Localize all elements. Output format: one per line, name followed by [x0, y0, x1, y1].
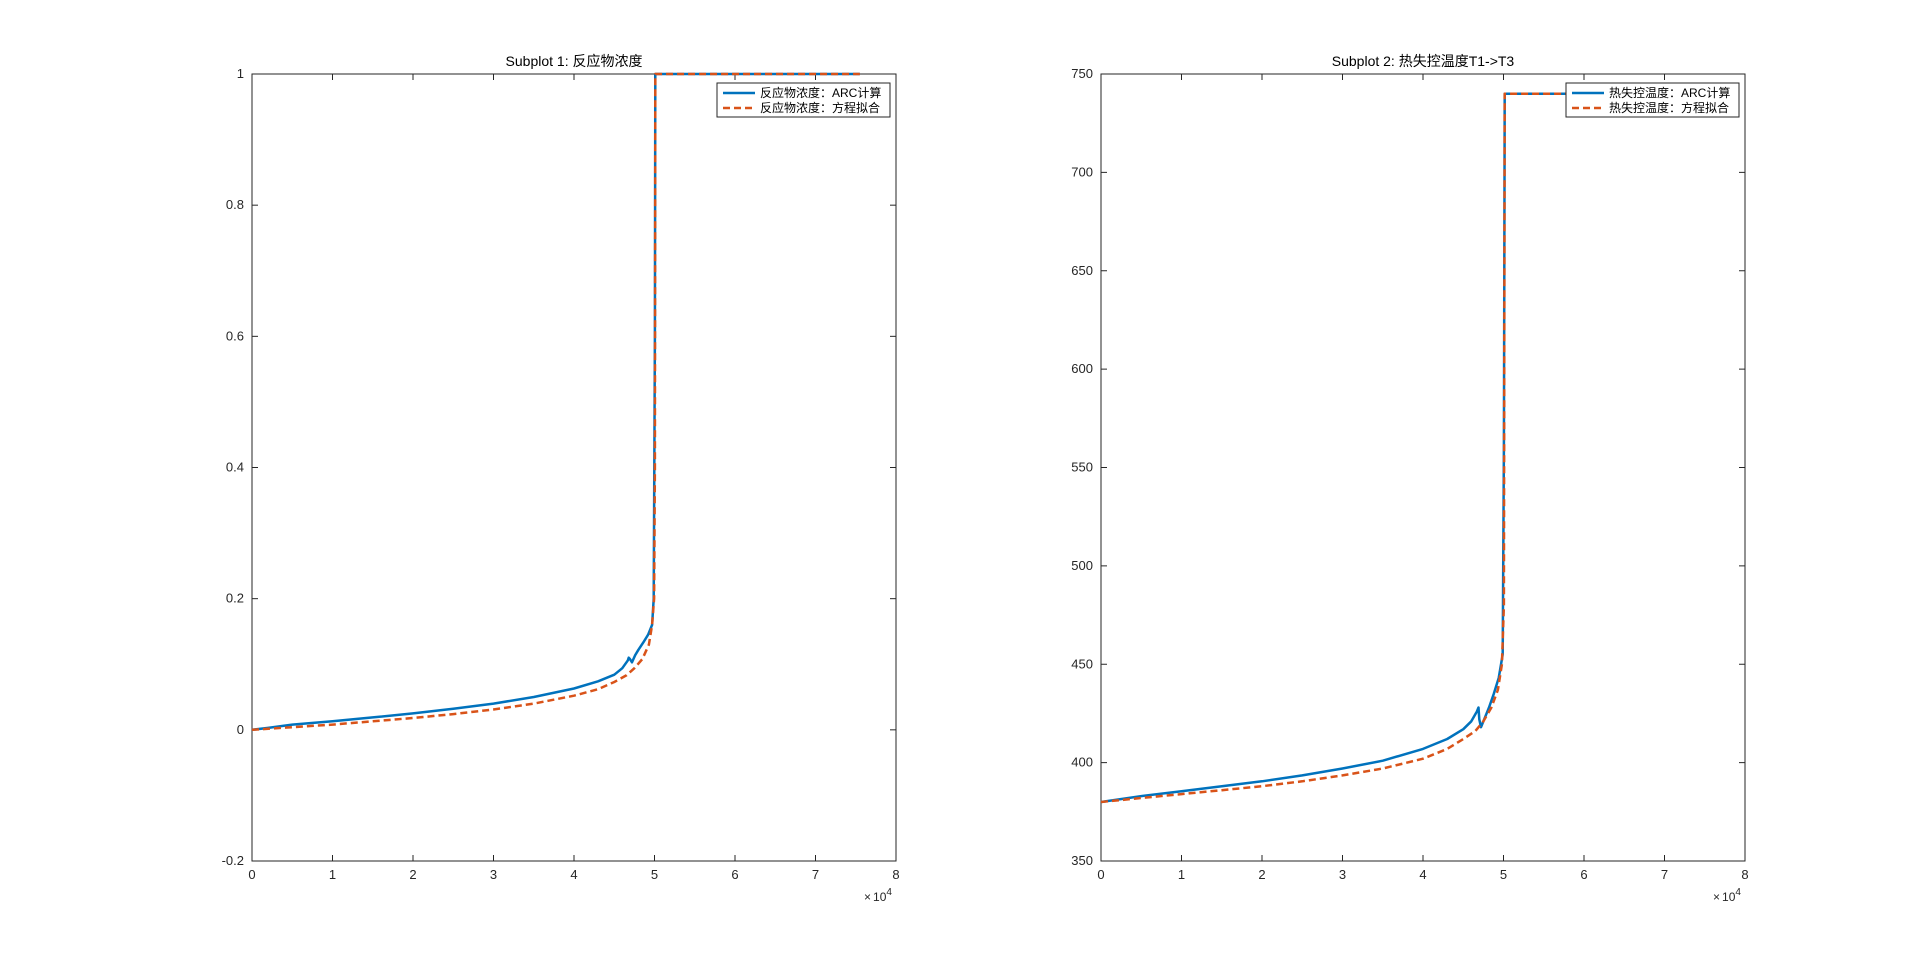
x-exponent-power: 4	[1735, 887, 1741, 898]
x-exponent-base: 10	[873, 890, 887, 904]
y-tick-label: 0.2	[226, 591, 244, 606]
y-tick-label: 350	[1071, 853, 1093, 868]
series-line-1	[1100, 92, 1709, 804]
legend-entry-2: 反应物浓度：方程拟合	[760, 100, 880, 115]
x-tick-label: 6	[731, 867, 738, 882]
y-tick-label: 400	[1071, 755, 1093, 770]
y-tick-label: 750	[1071, 66, 1093, 81]
x-exponent-label: × 104	[864, 887, 892, 904]
axes-box	[251, 73, 897, 862]
y-tick-label: 550	[1071, 460, 1093, 475]
chart-title: Subplot 1: 反应物浓度	[506, 53, 643, 69]
legend-entry-2: 热失控温度：方程拟合	[1609, 100, 1729, 115]
chart-title: Subplot 2: 热失控温度T1->T3	[1332, 53, 1515, 69]
series-line-2	[1100, 92, 1709, 804]
x-exponent-times: ×	[864, 890, 871, 904]
x-tick-label: 3	[1339, 867, 1346, 882]
y-tick-label: 0.4	[226, 460, 244, 475]
x-tick-label: 1	[329, 867, 336, 882]
subplot-2: Subplot 2: 热失控温度T1->T30 1 2 3 4 5 6 7 8350400450…	[1071, 53, 1748, 904]
y-tick-label: 1	[237, 66, 244, 81]
x-tick-label: 8	[892, 867, 899, 882]
x-exponent-base: 10	[1722, 890, 1736, 904]
x-tick-label: 0	[248, 867, 255, 882]
y-tick-label: 600	[1071, 361, 1093, 376]
x-tick-label: 2	[1258, 867, 1265, 882]
x-tick-label: 7	[812, 867, 819, 882]
x-exponent-power: 4	[886, 887, 892, 898]
axes-box	[1100, 73, 1746, 862]
series-line-2	[251, 72, 860, 732]
x-tick-label: 8	[1741, 867, 1748, 882]
subplot-1: Subplot 1: 反应物浓度 0 1 2 3 4 5 6 7 8 -0.2 0 0.2 0.4 0.6 0…	[222, 53, 900, 904]
x-exponent-times: ×	[1713, 890, 1720, 904]
y-tick-label: 450	[1071, 656, 1093, 671]
x-tick-label: 1	[1178, 867, 1185, 882]
x-tick-label: 0	[1097, 867, 1104, 882]
x-tick-label: 5	[651, 867, 658, 882]
y-tick-label: -0.2	[222, 853, 244, 868]
y-tick-label: 500	[1071, 558, 1093, 573]
y-tick-label: 0	[237, 722, 244, 737]
y-tick-label: 700	[1071, 164, 1093, 179]
legend-entry-1: 热失控温度：ARC计算	[1609, 85, 1730, 100]
x-tick-label: 2	[409, 867, 416, 882]
legend-box	[716, 82, 891, 118]
x-tick-label: 4	[1419, 867, 1426, 882]
x-tick-label: 3	[490, 867, 497, 882]
y-tick-label: 0.8	[226, 197, 244, 212]
legend-entry-1: 反应物浓度：ARC计算	[760, 85, 881, 100]
series-line-1	[251, 72, 860, 732]
x-tick-label: 4	[570, 867, 577, 882]
x-tick-label: 6	[1580, 867, 1587, 882]
y-tick-label: 650	[1071, 263, 1093, 278]
x-tick-label: 7	[1661, 867, 1668, 882]
y-tick-label: 0.6	[226, 328, 244, 343]
legend-box	[1565, 82, 1740, 118]
x-exponent-label: × 104	[1713, 887, 1741, 904]
x-tick-label: 5	[1500, 867, 1507, 882]
